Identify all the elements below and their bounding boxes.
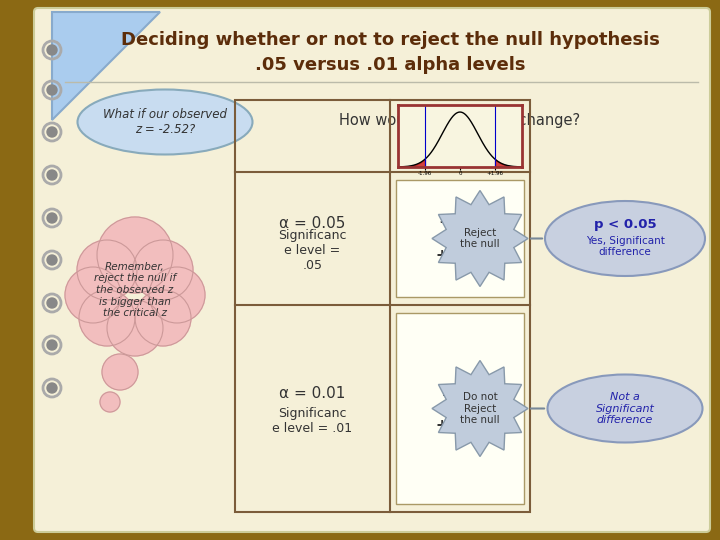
Circle shape: [47, 85, 57, 95]
Ellipse shape: [547, 375, 703, 442]
Circle shape: [47, 213, 57, 223]
Text: α = 0.05: α = 0.05: [279, 216, 346, 231]
Text: Deciding whether or not to reject the null hypothesis: Deciding whether or not to reject the nu…: [120, 31, 660, 49]
Circle shape: [100, 392, 120, 412]
FancyBboxPatch shape: [34, 8, 710, 532]
Circle shape: [47, 255, 57, 265]
Polygon shape: [432, 361, 528, 456]
Bar: [235, 100, 530, 512]
Text: Remember,
reject the null if
the observed z
is bigger than
the critical z: Remember, reject the null if the observe…: [94, 262, 176, 318]
Text: p < 0.05: p < 0.05: [594, 218, 657, 231]
Ellipse shape: [78, 90, 253, 154]
Polygon shape: [52, 12, 160, 120]
Circle shape: [79, 290, 135, 346]
Text: What if our observed
z = -2.52?: What if our observed z = -2.52?: [103, 108, 227, 136]
Bar: [396, 180, 524, 297]
Circle shape: [102, 354, 138, 390]
Circle shape: [47, 127, 57, 137]
Text: Significanc
e level =
.05: Significanc e level = .05: [278, 229, 347, 272]
Circle shape: [47, 170, 57, 180]
Text: Reject
the null: Reject the null: [460, 228, 500, 249]
Circle shape: [65, 267, 121, 323]
Polygon shape: [432, 191, 528, 287]
Text: Not a
Significant
difference: Not a Significant difference: [595, 392, 654, 425]
Circle shape: [135, 290, 191, 346]
Bar: [396, 313, 524, 504]
Circle shape: [77, 240, 137, 300]
Circle shape: [149, 267, 205, 323]
Text: Yes, Significant
difference: Yes, Significant difference: [585, 235, 665, 257]
Circle shape: [47, 340, 57, 350]
Text: Significanc
e level = .01: Significanc e level = .01: [272, 407, 353, 435]
Circle shape: [47, 298, 57, 308]
Circle shape: [97, 217, 173, 293]
Text: 2.58
or
+2.58: 2.58 or +2.58: [436, 383, 484, 434]
Text: -1.96
or
+1.96: -1.96 or +1.96: [436, 214, 484, 264]
Text: .05 versus .01 alpha levels: .05 versus .01 alpha levels: [255, 56, 526, 74]
Circle shape: [107, 300, 163, 356]
Circle shape: [47, 45, 57, 55]
Circle shape: [47, 383, 57, 393]
Text: How would the critical z change?: How would the critical z change?: [339, 112, 580, 127]
Text: Do not
Reject
the null: Do not Reject the null: [460, 392, 500, 425]
Ellipse shape: [545, 201, 705, 276]
Text: α = 0.01: α = 0.01: [279, 386, 346, 401]
Circle shape: [133, 240, 193, 300]
